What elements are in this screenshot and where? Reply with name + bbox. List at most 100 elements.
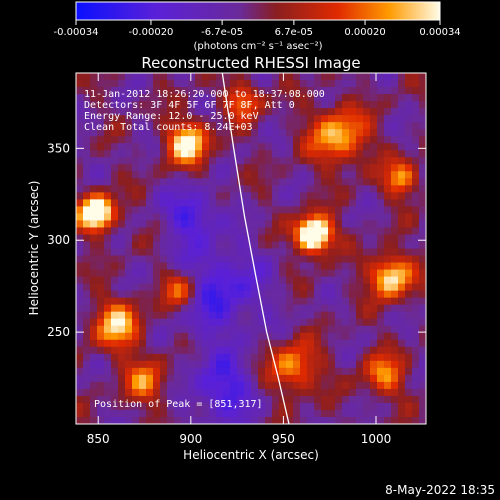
heatmap-cell xyxy=(356,325,364,334)
heatmap-cell xyxy=(251,157,259,165)
heatmap-cell xyxy=(300,388,308,397)
heatmap-cell xyxy=(118,402,126,411)
heatmap-cell xyxy=(363,367,371,376)
x-axis-label: Heliocentric X (arcsec) xyxy=(183,448,319,462)
heatmap-cell xyxy=(230,353,238,362)
heatmap-cell xyxy=(398,367,406,376)
heatmap-cell xyxy=(307,262,315,271)
heatmap-cell xyxy=(300,255,308,264)
heatmap-cell xyxy=(419,178,426,186)
heatmap-cell xyxy=(230,87,238,95)
heatmap-cell xyxy=(97,346,105,355)
heatmap-cell xyxy=(244,234,252,243)
heatmap-cell xyxy=(412,129,420,137)
heatmap-cell xyxy=(363,353,371,362)
heatmap-cell xyxy=(230,402,238,411)
heatmap-cell xyxy=(419,311,426,320)
heatmap-cell xyxy=(419,374,426,383)
heatmap-cell xyxy=(349,227,357,236)
heatmap-cell xyxy=(97,262,105,271)
heatmap-cell xyxy=(384,255,392,264)
heatmap-cell xyxy=(363,248,371,257)
heatmap-cell xyxy=(139,290,147,299)
heatmap-cell xyxy=(237,178,245,186)
heatmap-cell xyxy=(293,87,301,95)
heatmap-cell xyxy=(174,353,182,362)
heatmap-cell xyxy=(314,178,322,186)
heatmap-cell xyxy=(216,115,224,123)
heatmap-cell xyxy=(195,136,203,144)
heatmap-cell xyxy=(321,241,329,250)
heatmap-cell xyxy=(237,255,245,264)
heatmap-cell xyxy=(335,262,343,271)
heatmap-cell xyxy=(405,318,413,327)
heatmap-cell xyxy=(356,115,364,123)
heatmap-cell xyxy=(419,304,426,313)
heatmap-cell xyxy=(132,318,140,327)
heatmap-cell xyxy=(181,269,189,278)
heatmap-cell xyxy=(272,185,280,193)
heatmap-cell xyxy=(146,80,154,88)
heatmap-cell xyxy=(335,311,343,320)
heatmap-cell xyxy=(111,213,119,222)
heatmap-cell xyxy=(76,115,84,123)
heatmap-cell xyxy=(356,213,364,222)
heatmap-cell xyxy=(342,276,350,285)
heatmap-cell xyxy=(258,101,266,109)
heatmap-cell xyxy=(160,262,168,271)
heatmap-cell xyxy=(195,248,203,257)
heatmap-cell xyxy=(188,80,196,88)
heatmap-cell xyxy=(384,402,392,411)
heatmap-cell xyxy=(321,206,329,214)
heatmap-cell xyxy=(300,262,308,271)
heatmap-cell xyxy=(307,388,315,397)
heatmap-cell xyxy=(111,178,119,186)
heatmap-cell xyxy=(335,101,343,109)
heatmap-cell xyxy=(314,353,322,362)
heatmap-cell xyxy=(104,115,112,123)
heatmap-cell xyxy=(244,129,252,137)
heatmap-cell xyxy=(412,108,420,116)
heatmap-cell xyxy=(181,101,189,109)
heatmap-cell xyxy=(377,325,385,334)
heatmap-cell xyxy=(349,192,357,200)
heatmap-cell xyxy=(412,374,420,383)
heatmap-cell xyxy=(398,129,406,137)
heatmap-cell xyxy=(125,318,133,327)
heatmap-cell xyxy=(328,241,336,250)
heatmap-cell xyxy=(202,164,210,172)
heatmap-cell xyxy=(307,332,315,341)
heatmap-cell xyxy=(118,297,126,306)
heatmap-cell xyxy=(356,122,364,130)
heatmap-cell xyxy=(419,269,426,278)
heatmap-cell xyxy=(188,262,196,271)
heatmap-cell xyxy=(153,241,161,250)
heatmap-cell xyxy=(286,227,294,236)
heatmap-cell xyxy=(377,129,385,137)
heatmap-cell xyxy=(307,164,315,172)
heatmap-cell xyxy=(356,192,364,200)
heatmap-cell xyxy=(202,290,210,299)
heatmap-cell xyxy=(174,234,182,243)
heatmap-cell xyxy=(237,101,245,109)
heatmap-cell xyxy=(258,178,266,186)
heatmap-cell xyxy=(307,206,315,214)
heatmap-cell xyxy=(76,185,84,193)
heatmap-cell xyxy=(118,388,126,397)
heatmap-cell xyxy=(160,115,168,123)
heatmap-cell xyxy=(272,395,280,404)
heatmap-cell xyxy=(314,199,322,207)
heatmap-cell xyxy=(139,346,147,355)
heatmap-cell xyxy=(223,108,231,116)
heatmap-cell xyxy=(111,248,119,257)
heatmap-cell xyxy=(167,318,175,327)
heatmap-cell xyxy=(307,171,315,179)
heatmap-cell xyxy=(216,143,224,151)
heatmap-cell xyxy=(104,409,112,418)
heatmap-cell xyxy=(237,416,245,424)
heatmap-cell xyxy=(412,227,420,236)
heatmap-cell xyxy=(139,213,147,222)
heatmap-cell xyxy=(335,164,343,172)
heatmap-cell xyxy=(293,108,301,116)
heatmap-cell xyxy=(272,374,280,383)
